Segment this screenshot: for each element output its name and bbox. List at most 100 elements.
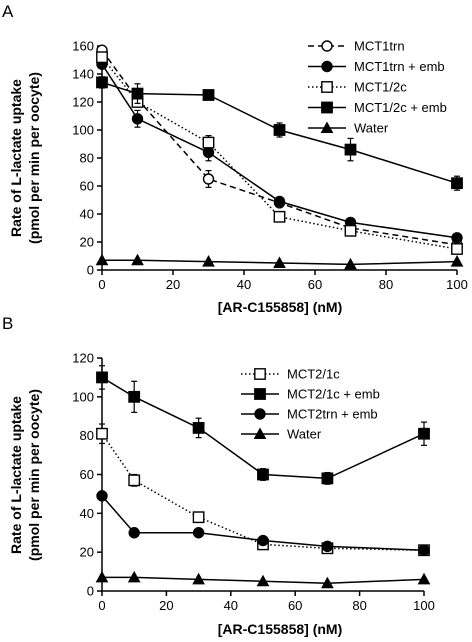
panel-a-series-mct1-2c-emb-point [451,177,463,190]
panel-b-plot: 0 20 40 60 80 100 120 0 20 40 60 80 100 [72,351,435,614]
panel-a-series-mct1-2c-emb-point [131,87,144,100]
panel-a-ytick-label: 140 [72,67,94,82]
panel-b-series-mct2trn-emb-point [128,527,140,539]
panel-b-ytick-label: 60 [80,467,94,482]
panel-a-series-water-point [131,253,144,266]
panel-a-legend: MCT1trn MCT1trn + emb MCT1/2c MCT1/2c + emb… [308,39,447,136]
panel-b-series-mct2-1c-emb-point [257,468,269,481]
panel-b-series-mct2-1c-emb-point [418,427,430,440]
panel-a-series-mct1-2c-point [344,224,357,237]
panel-b-series-water-line [102,576,425,584]
panel-a-series-mct1trn-point [202,173,215,185]
panel-a-series-mct1trn-emb-point [131,113,144,125]
panel-a-ytick-label: 40 [80,207,94,222]
panel-b-series-mct2-1c-emb-legend-marker [254,388,266,400]
panel-b-series-mct2trn-emb-line [101,495,425,551]
panel-a-series-mct1-2c-line [101,56,458,250]
panel-b-xtick-label: 0 [98,598,105,613]
panel-a-series-mct1-2c-emb-line [101,81,458,184]
panel-a-xtick-label: 40 [237,277,251,292]
panel-b-series-mct2-1c-point [192,511,205,524]
panel-a-series-mct1-2c-emb-legend-marker [321,101,333,114]
panel-b-series-mct2-1c-legend-label: MCT2/1c [287,367,340,382]
panel-b-series-mct2trn-emb-legend-label: MCT2trn + emb [287,407,378,422]
panel-a-series-mct1-2c-point [451,243,463,255]
panel-a-series-mct1trn-legend-label: MCT1trn [354,39,405,54]
panel-a-xtick-label: 20 [166,277,180,292]
panel-b-series-mct2-1c-legend-marker [254,368,266,380]
panel-b-series-mct2trn-emb [96,490,430,556]
panel-b-series-mct2-1c-emb-point [192,422,205,434]
panel-a-plot: 0 20 40 60 80 100 120 140 160 0 20 40 60 80 100 [72,39,468,293]
panel-a-series-water-point [273,256,286,268]
panel-b-ytick-label: 40 [80,506,94,521]
panel-b-ytick-label: 80 [80,428,94,443]
panel-b-series-water-legend-marker [253,427,267,439]
panel-a-series-mct1-2c-point [96,51,108,64]
panel-a-series-mct1-2c-emb-point [96,76,108,89]
panel-a-series-mct1trn-emb-line [101,63,458,239]
panel-a-xlabel: [AR-C155858] (nM) [218,299,342,315]
panel-a: A Rate of L-lactate uptake (pmol per min… [2,2,468,315]
panel-b-series-mct2-1c-line [101,433,425,551]
panel-a-series-mct1-2c-point [202,136,215,149]
panel-a-series-mct1trn-legend-marker [321,40,333,52]
panel-a-series-mct1-2c-emb-legend-label: MCT1/2c + emb [354,100,447,115]
panel-b-xtick-label: 20 [159,598,173,613]
panel-b-series-mct2-1c-emb-legend-label: MCT2/1c + emb [287,387,380,402]
panel-a-series-mct1trn-emb-legend-label: MCT1trn + emb [354,59,445,74]
panel-a-xtick-label: 0 [98,277,105,292]
panel-b-series-water-point [417,572,431,585]
panel-b-series-mct2trn-emb-point [96,490,108,502]
panel-b: B Rate of L-lactate uptake (pmol per min… [2,314,435,637]
panel-b-series-mct2-1c-emb [96,365,430,485]
panel-a-xtick-label: 100 [446,277,468,292]
panel-a-ylabel-line2: (pmol per min per oocyte) [26,72,42,244]
panel-a-series-water-line [102,259,458,266]
panel-b-xtick-label: 80 [352,598,366,613]
panel-b-series-mct2trn-emb-point [418,544,430,556]
panel-a-xtick-label: 60 [308,277,322,292]
panel-a-series-mct1trn-emb-point [451,232,463,244]
panel-b-ytick-label: 0 [87,584,94,599]
panel-a-label: A [2,2,14,21]
panel-b-series-mct2-1c-emb-point [128,390,141,403]
panel-a-ytick-label: 0 [87,263,94,278]
panel-a-series-water-legend-marker [320,121,334,133]
panel-b-series-mct2trn-emb-point [257,534,269,547]
panel-b-series-water [95,570,431,589]
panel-a-ytick-label: 160 [72,39,94,54]
panel-a-ylabel-line1: Rate of L-lactate uptake [8,79,24,237]
panel-b-series-mct2-1c-point [128,474,141,487]
panel-a-series-mct1-2c-emb-point [344,143,357,156]
panel-b-xlabel: [AR-C155858] (nM) [218,621,342,637]
panel-a-series-mct1-2c-emb [96,76,463,191]
panel-a-ytick-label: 60 [80,179,94,194]
panel-b-series-mct2-1c-emb-point [321,472,334,485]
panel-a-series-mct1-2c-legend-label: MCT1/2c [354,80,407,95]
panel-b-ylabel-line1: Rate of L-lactate uptake [8,396,24,554]
panel-b-ytick-label: 120 [72,351,94,366]
panel-a-xtick-label: 80 [379,277,393,292]
panel-b-series-water-point [321,576,334,589]
panel-a-series-mct1-2c-emb-point [273,124,286,136]
panel-a-series-mct1-2c-legend-marker [321,81,333,93]
panel-b-xtick-label: 60 [288,598,302,613]
panel-a-ytick-label: 80 [80,151,94,166]
panel-b-xtick-label: 40 [224,598,238,613]
panel-a-series-water-point [450,255,464,267]
panel-b-series-mct2-1c-point [96,427,108,440]
panel-a-series-mct1trn-emb-legend-marker [321,60,333,73]
panel-b-series-mct2trn-emb-legend-marker [254,408,266,420]
panel-a-series-mct1trn-emb-point [273,195,286,208]
panel-a-series-mct1-2c [96,51,463,255]
panel-a-series-water [95,253,464,270]
panel-b-label: B [2,314,13,333]
panel-a-ytick-label: 20 [80,235,94,250]
panel-b-series-mct2-1c-emb-point [96,371,108,384]
panel-a-series-mct1-2c-emb-point [202,89,215,101]
panel-b-legend: MCT2/1c MCT2/1c + emb MCT2trn + emb Water [241,367,380,442]
panel-a-ytick-label: 100 [72,123,94,138]
panel-b-series-water-legend-label: Water [287,427,322,442]
